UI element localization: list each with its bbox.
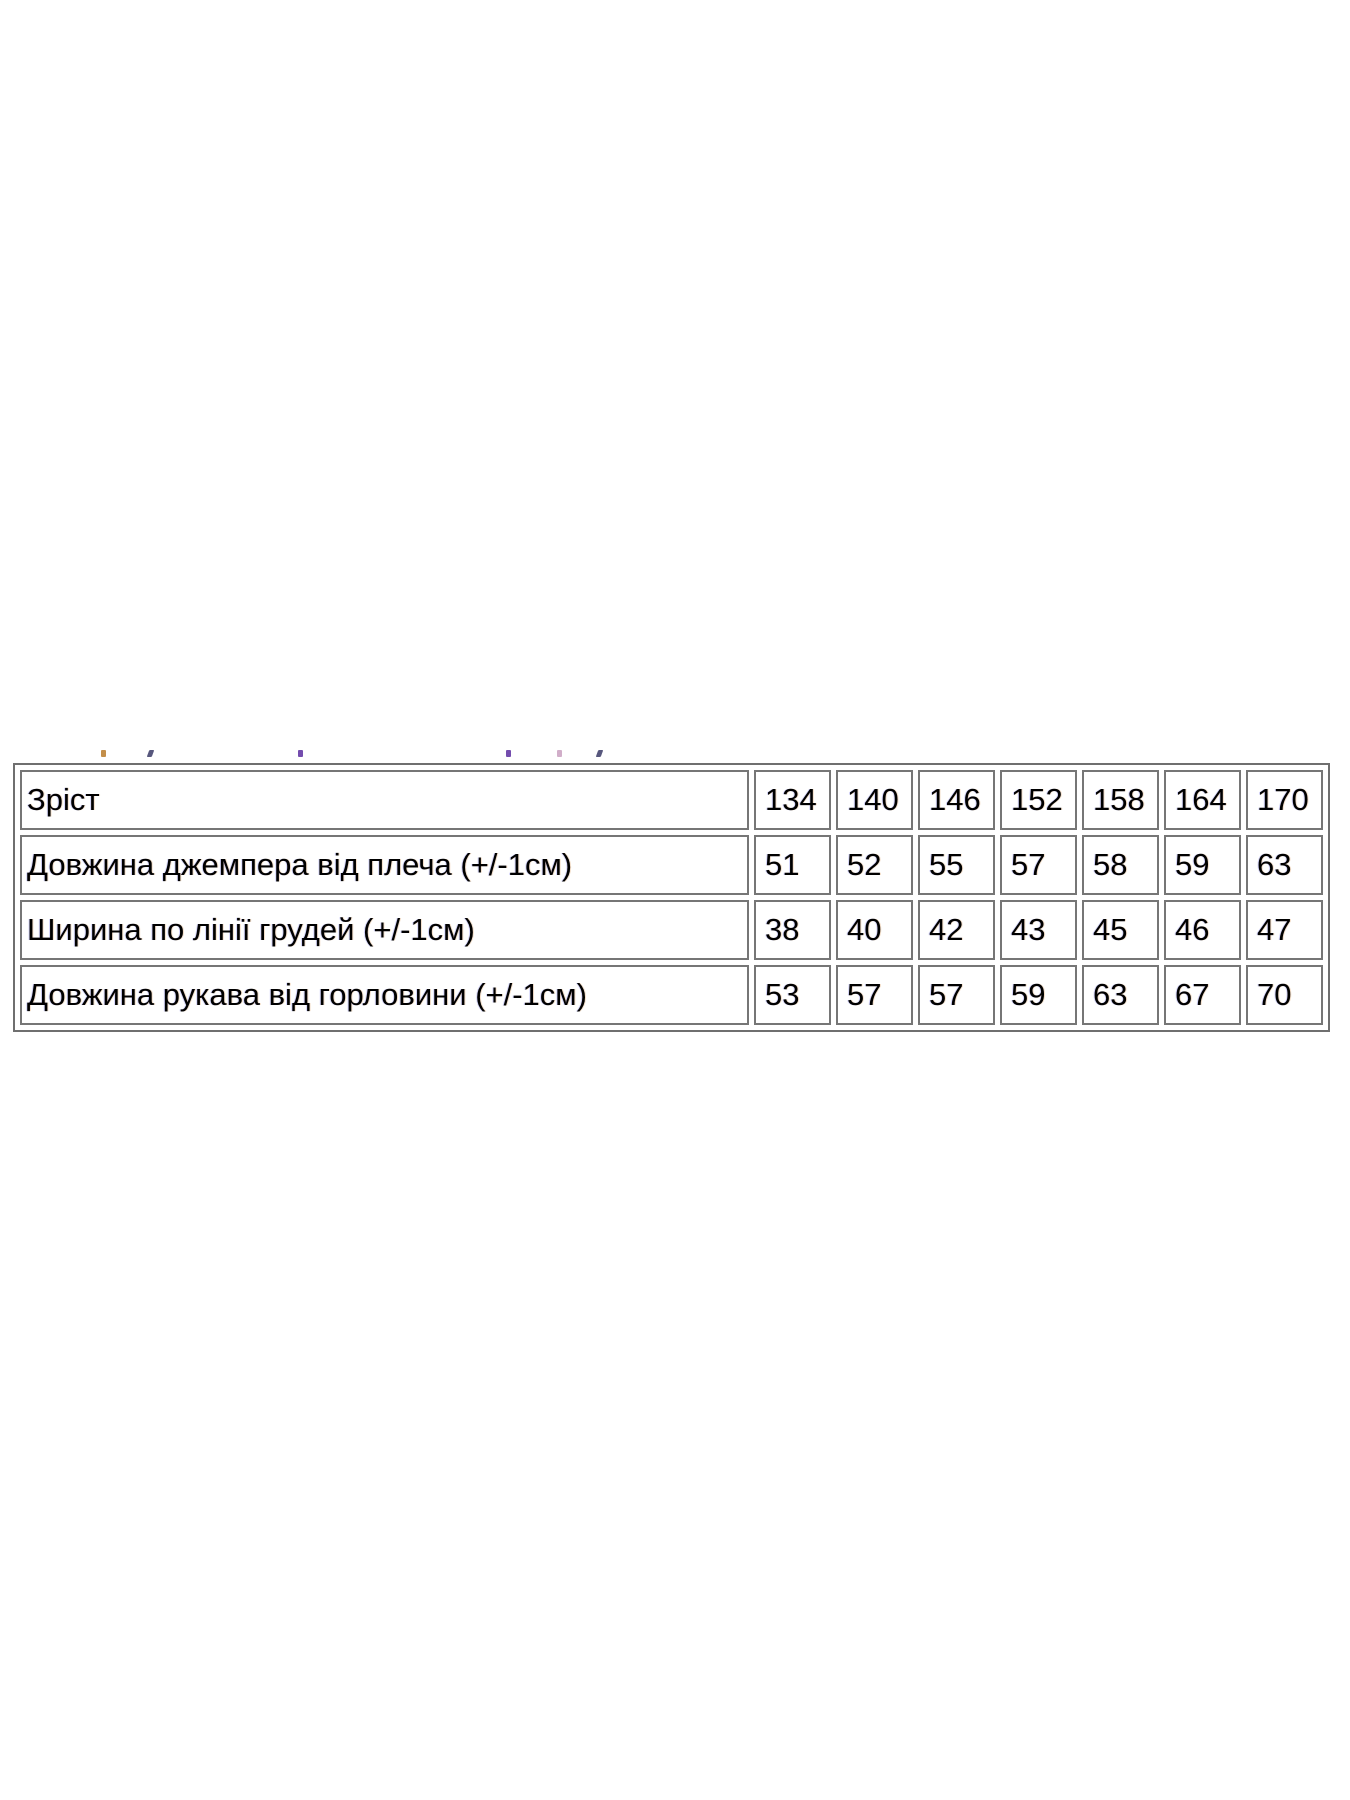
size-value-cell: 57 bbox=[918, 965, 995, 1025]
height-header-cell: 158 bbox=[1082, 770, 1159, 830]
size-value-cell: 63 bbox=[1082, 965, 1159, 1025]
table-row-jumper-length: Довжина джемпера від плеча (+/-1см) 51 5… bbox=[20, 835, 1323, 895]
clipped-text-artifact bbox=[506, 750, 511, 757]
size-value-cell: 70 bbox=[1246, 965, 1323, 1025]
height-header-cell: 140 bbox=[836, 770, 913, 830]
height-header-cell: 152 bbox=[1000, 770, 1077, 830]
height-header-cell: 134 bbox=[754, 770, 831, 830]
size-value-cell: 42 bbox=[918, 900, 995, 960]
clipped-text-artifact bbox=[298, 750, 303, 757]
size-value-cell: 52 bbox=[836, 835, 913, 895]
clipped-text-artifact bbox=[146, 750, 155, 757]
size-value-cell: 58 bbox=[1082, 835, 1159, 895]
clipped-text-artifact bbox=[101, 750, 106, 757]
size-value-cell: 57 bbox=[1000, 835, 1077, 895]
size-value-cell: 55 bbox=[918, 835, 995, 895]
size-value-cell: 45 bbox=[1082, 900, 1159, 960]
measurement-label-cell: Довжина джемпера від плеча (+/-1см) bbox=[20, 835, 749, 895]
size-value-cell: 38 bbox=[754, 900, 831, 960]
table-row-sleeve-length: Довжина рукава від горловини (+/-1см) 53… bbox=[20, 965, 1323, 1025]
header-label-cell: Зріст bbox=[20, 770, 749, 830]
size-value-cell: 47 bbox=[1246, 900, 1323, 960]
height-header-cell: 170 bbox=[1246, 770, 1323, 830]
size-value-cell: 53 bbox=[754, 965, 831, 1025]
size-value-cell: 59 bbox=[1000, 965, 1077, 1025]
size-chart-table: Зріст 134 140 146 152 158 164 170 Довжин… bbox=[13, 763, 1330, 1032]
height-header-cell: 164 bbox=[1164, 770, 1241, 830]
height-header-cell: 146 bbox=[918, 770, 995, 830]
size-value-cell: 43 bbox=[1000, 900, 1077, 960]
size-value-cell: 63 bbox=[1246, 835, 1323, 895]
size-value-cell: 40 bbox=[836, 900, 913, 960]
size-value-cell: 59 bbox=[1164, 835, 1241, 895]
clipped-text-artifact bbox=[595, 750, 604, 757]
table-row-header: Зріст 134 140 146 152 158 164 170 bbox=[20, 770, 1323, 830]
table-row-chest-width: Ширина по лінії грудей (+/-1см) 38 40 42… bbox=[20, 900, 1323, 960]
size-value-cell: 46 bbox=[1164, 900, 1241, 960]
size-value-cell: 51 bbox=[754, 835, 831, 895]
size-value-cell: 67 bbox=[1164, 965, 1241, 1025]
measurement-label-cell: Довжина рукава від горловини (+/-1см) bbox=[20, 965, 749, 1025]
clipped-text-artifact bbox=[557, 750, 562, 757]
size-value-cell: 57 bbox=[836, 965, 913, 1025]
measurement-label-cell: Ширина по лінії грудей (+/-1см) bbox=[20, 900, 749, 960]
